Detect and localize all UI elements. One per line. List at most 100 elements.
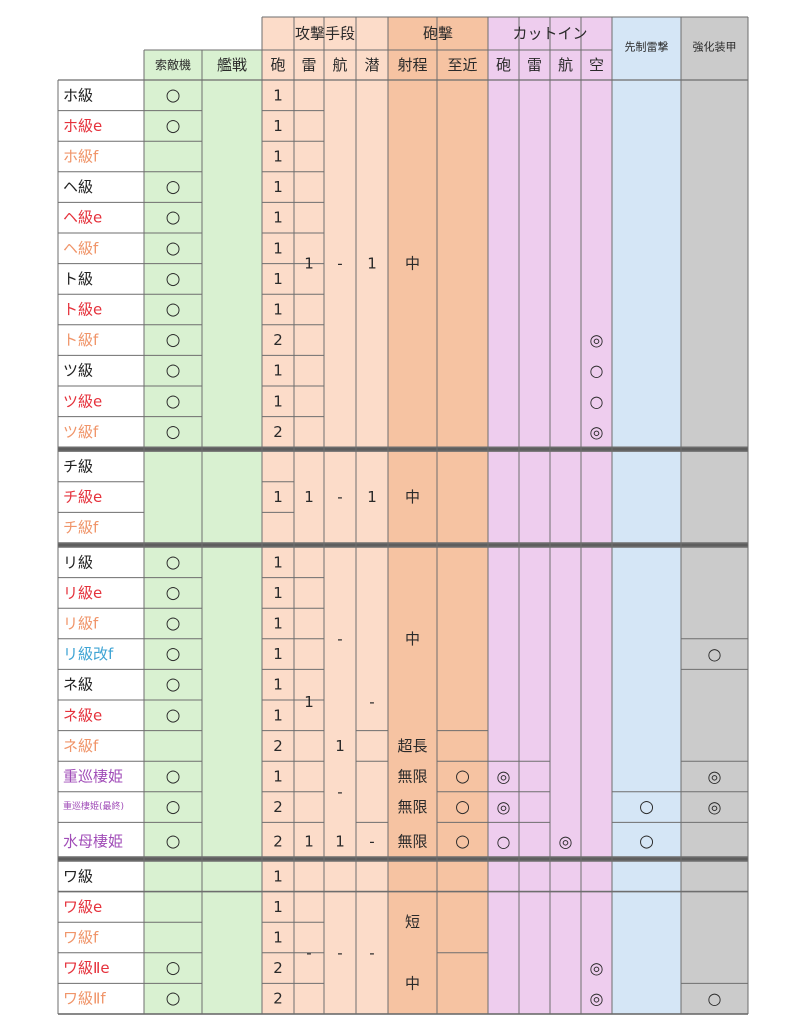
ship-name: ネ級: [63, 676, 93, 694]
header-cutin-col: 雷: [527, 56, 542, 74]
header-attack-col: 砲: [270, 56, 285, 74]
gun-value: 1: [273, 117, 283, 135]
ship-name: ツ級f: [63, 423, 99, 441]
air-value: -: [337, 630, 342, 648]
header-gunfire-col: 至近: [447, 56, 477, 74]
armor-mark: ○: [708, 645, 722, 664]
gun-value: 1: [273, 270, 283, 288]
header-cutin-col: 砲: [496, 56, 511, 74]
header-cutin: カットイン: [512, 25, 587, 43]
recon-mark: ○: [166, 614, 181, 634]
range-value: 中: [405, 974, 420, 992]
gun-value: 1: [273, 178, 283, 196]
gun-value: 1: [273, 706, 283, 724]
cutin-aa-mark: ◎: [590, 422, 604, 441]
header-attack-means: 攻撃手段: [295, 25, 355, 43]
gun-value: 1: [273, 615, 283, 633]
ship-name: ホ級: [63, 86, 93, 104]
recon-mark: ○: [166, 767, 181, 787]
closein-mark: ○: [455, 797, 470, 817]
range-value: 中: [405, 255, 420, 273]
ship-name: ホ級f: [63, 148, 99, 166]
recon-mark: ○: [166, 705, 181, 725]
gun-value: 2: [273, 798, 283, 816]
recon-mark: ○: [166, 989, 181, 1009]
cutin-aa-mark: ◎: [590, 989, 604, 1008]
gun-value: 1: [273, 645, 283, 663]
ship-name: ワ級Ⅱf: [63, 990, 106, 1008]
cutin-gun-mark: ○: [497, 832, 511, 851]
recon-mark: ○: [166, 958, 181, 978]
air-value: -: [337, 944, 342, 962]
header-cutin-col: 空: [589, 56, 604, 74]
range-value: 超長: [397, 737, 427, 755]
fighter-column-fill: [202, 50, 262, 1014]
ship-name: リ級e: [63, 584, 102, 602]
section-divider: [58, 543, 748, 547]
ship-name: ツ級: [63, 362, 93, 380]
range-value: 中: [405, 630, 420, 648]
armor-mark: ○: [708, 989, 722, 1008]
sub-value: 1: [367, 488, 377, 506]
recon-mark: ○: [166, 300, 181, 320]
sub-value: -: [369, 693, 374, 711]
recon-mark: ○: [166, 85, 181, 105]
recon-mark: ○: [166, 361, 181, 381]
gun-value: 2: [273, 331, 283, 349]
gun-value: 1: [273, 362, 283, 380]
ship-name: ト級f: [63, 331, 99, 349]
header-attack-col: 潜: [364, 56, 379, 74]
ship-name: ト級e: [63, 301, 102, 319]
header-reinforced-armor: 強化装甲: [693, 40, 737, 54]
gun-value: 1: [273, 301, 283, 319]
air-value: -: [337, 255, 342, 273]
recon-mark: ○: [166, 208, 181, 228]
recon-mark: ○: [166, 238, 181, 258]
air-value: 1: [335, 833, 345, 851]
sub-value: -: [369, 944, 374, 962]
air-value: -: [337, 783, 342, 801]
ship-name: ト級: [63, 270, 93, 288]
ship-name: 重巡棲姫: [63, 768, 123, 786]
range-value: 短: [405, 913, 420, 931]
gun-value: 2: [273, 990, 283, 1008]
gun-value: 1: [273, 488, 283, 506]
torpedo-value: 1: [304, 693, 314, 711]
ship-name: ネ級e: [63, 706, 102, 724]
recon-mark: ○: [166, 422, 181, 442]
preemptive-column-fill: [612, 17, 681, 1014]
gun-value: 1: [273, 584, 283, 602]
air-value: 1: [335, 737, 345, 755]
ship-name: ワ級: [63, 867, 93, 885]
cutin-gun-mark: ◎: [497, 767, 511, 786]
preemptive-mark: ○: [639, 797, 654, 817]
gun-value: 1: [273, 553, 283, 571]
gun-value: 2: [273, 959, 283, 977]
cutin-aa-mark: ◎: [590, 959, 604, 978]
cutin-air-mark: ◎: [559, 832, 573, 851]
closein-mark: ○: [455, 832, 470, 852]
gun-value: 1: [273, 148, 283, 166]
gun-value: 1: [273, 867, 283, 885]
header-cutin-col: 航: [558, 56, 573, 74]
ship-name: チ級f: [63, 519, 99, 537]
torpedo-value: 1: [304, 488, 314, 506]
ship-name: 水母棲姫: [63, 833, 123, 851]
gun-value: 2: [273, 737, 283, 755]
range-value: 無限: [397, 798, 427, 816]
cutin-aa-mark: ◎: [590, 331, 604, 350]
section-divider: [58, 857, 748, 861]
gun-value: 1: [273, 768, 283, 786]
gun-value: 2: [273, 423, 283, 441]
attack-column-fill: [262, 17, 388, 1014]
ship-name: ツ級e: [63, 392, 102, 410]
gun-value: 2: [273, 833, 283, 851]
header-gunfire-col: 射程: [397, 56, 427, 74]
section-divider: [58, 447, 748, 452]
recon-mark: ○: [166, 675, 181, 695]
recon-mark: ○: [166, 797, 181, 817]
ship-name: ワ級Ⅱe: [63, 959, 110, 977]
ship-name: ネ級f: [63, 737, 99, 755]
recon-mark: ○: [166, 832, 181, 852]
